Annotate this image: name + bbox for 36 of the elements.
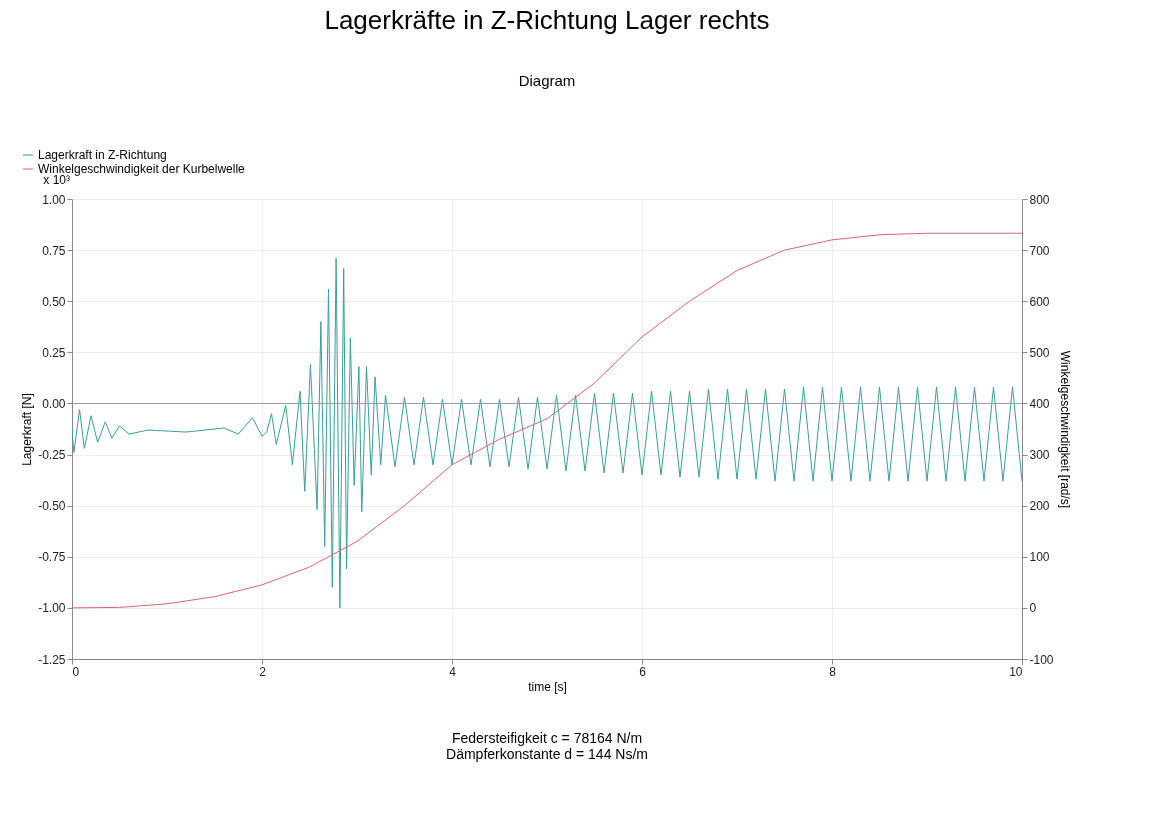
- text: x 10³: [43, 173, 70, 187]
- legend-label: Lagerkraft in Z-Richtung: [38, 148, 167, 162]
- y-tick-label: 0.25: [42, 345, 66, 360]
- y2-tick-label: 600: [1029, 294, 1050, 309]
- y2-tick-label: 400: [1029, 396, 1050, 411]
- legend-label: Winkelgeschwindigkeit der Kurbelwelle: [38, 162, 246, 176]
- y-tick-label: 1.00: [42, 192, 66, 207]
- y-tick-label: 0.75: [42, 243, 66, 258]
- y2-tick-label: 800: [1029, 192, 1050, 207]
- y2-tick-label: 100: [1029, 550, 1050, 565]
- y2-tick-label: 300: [1029, 448, 1050, 463]
- x-tick-label: 8: [829, 664, 837, 679]
- y2-tick-label: 200: [1029, 499, 1050, 514]
- x-tick-label: 10: [1009, 664, 1023, 679]
- y-tick-label: -0.25: [38, 448, 66, 463]
- y-tick-label: -1.00: [38, 601, 66, 616]
- y-tick-label: -0.75: [38, 550, 66, 565]
- y2-tick-label: 500: [1029, 345, 1050, 360]
- y2-tick-label: 700: [1029, 243, 1050, 258]
- x-axis-title: time [s]: [528, 679, 567, 694]
- y2-tick-label: -100: [1029, 652, 1054, 667]
- y2-axis-title: Winkelgeschwindigkeit [rad/s]: [1057, 350, 1072, 509]
- x-tick-label: 6: [639, 664, 647, 679]
- chart-title: Lagerkräfte in Z-Richtung Lager rechts: [324, 5, 770, 35]
- y-tick-label: -1.25: [38, 652, 66, 667]
- text: Federsteifigkeit c = 78164 N/m: [451, 730, 643, 746]
- y-tick-label: -0.50: [38, 499, 66, 514]
- y-tick-label: 0.00: [42, 396, 66, 411]
- x-tick-label: 2: [259, 664, 267, 679]
- y-tick-label: 0.50: [42, 294, 66, 309]
- text: Dämpferkonstante d = 144 Ns/m: [446, 746, 648, 762]
- y2-tick-label: 0: [1029, 601, 1037, 616]
- x-tick-label: 4: [449, 664, 457, 679]
- chart-subtitle: Diagram: [518, 72, 576, 89]
- y-axis-title: Lagerkraft [N]: [20, 393, 35, 466]
- x-tick-label: 0: [72, 664, 80, 679]
